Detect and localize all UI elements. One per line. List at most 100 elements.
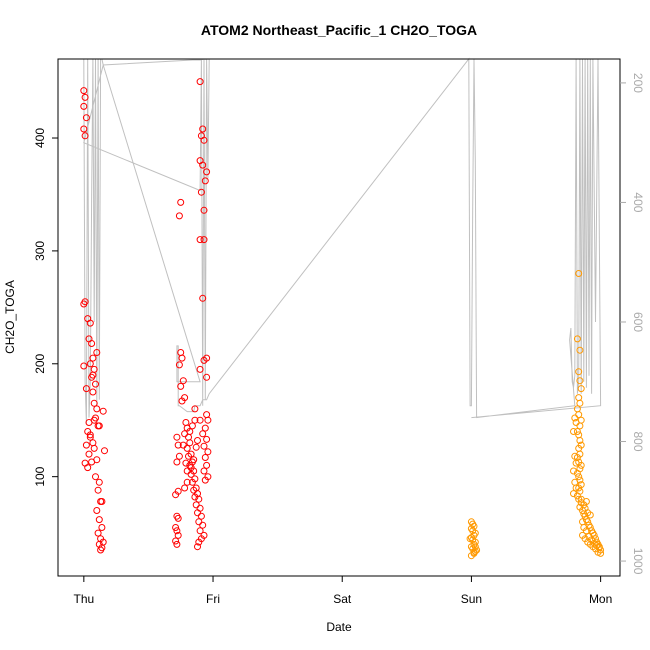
data-point	[175, 452, 183, 460]
data-point	[174, 441, 182, 449]
data-point	[576, 422, 584, 430]
data-point	[82, 441, 90, 449]
data-point	[80, 362, 88, 370]
data-point	[187, 470, 195, 478]
data-point	[89, 371, 97, 379]
data-point	[197, 188, 205, 196]
data-point	[177, 382, 185, 390]
data-point	[200, 356, 208, 364]
data-point	[188, 422, 196, 430]
data-point	[85, 419, 93, 426]
data-point	[93, 349, 101, 356]
y2-tick-label: 1000	[631, 548, 645, 575]
data-point	[101, 447, 108, 455]
data-point	[196, 504, 204, 512]
data-point	[199, 125, 207, 133]
data-point	[173, 540, 181, 548]
data-point	[92, 473, 99, 481]
data-point	[174, 514, 182, 522]
data-point	[98, 498, 106, 505]
data-point	[203, 461, 211, 469]
data-point	[195, 495, 203, 503]
data-point	[196, 365, 204, 373]
data-point	[575, 484, 583, 492]
data-point	[204, 416, 212, 424]
data-point	[573, 428, 581, 435]
data-point	[200, 467, 208, 475]
data-point	[188, 478, 196, 486]
data-point	[182, 419, 190, 426]
data-point	[575, 411, 583, 419]
data-point	[197, 512, 205, 520]
plot-frame	[57, 58, 621, 577]
data-point	[194, 437, 201, 444]
data-point	[195, 538, 203, 546]
data-point	[95, 478, 103, 486]
data-point	[94, 529, 102, 537]
x-tick-label: Sun	[461, 592, 482, 606]
data-point	[179, 441, 187, 449]
points-layer	[80, 78, 605, 560]
data-point	[191, 416, 199, 424]
data-point	[194, 543, 201, 551]
data-point	[173, 527, 181, 535]
data-point	[576, 399, 584, 407]
data-point	[579, 518, 586, 526]
data-point	[196, 416, 204, 424]
data-point	[575, 473, 583, 481]
data-point	[199, 521, 207, 529]
data-point	[178, 397, 186, 405]
data-point	[80, 102, 88, 110]
data-point	[173, 458, 181, 466]
data-point	[175, 361, 183, 369]
data-point	[200, 136, 208, 144]
data-point	[575, 394, 583, 402]
data-point	[203, 168, 211, 176]
data-point	[201, 177, 209, 185]
data-point	[86, 431, 94, 439]
data-point	[595, 544, 603, 552]
pressure-line	[83, 57, 602, 424]
y2-tick-label: 800	[631, 432, 645, 452]
y-tick-label: 300	[33, 241, 47, 261]
data-point	[84, 464, 92, 472]
y-axis-label: CH2O_TOGA	[3, 280, 17, 354]
data-point	[85, 450, 93, 458]
data-point	[584, 518, 592, 526]
data-point	[186, 439, 194, 447]
data-point	[466, 535, 474, 543]
data-point	[571, 414, 579, 422]
data-point	[93, 405, 101, 413]
data-point	[95, 422, 103, 430]
data-point	[594, 548, 602, 556]
data-point	[192, 443, 200, 451]
data-point	[582, 498, 590, 505]
data-point	[196, 527, 204, 535]
data-point	[572, 484, 580, 492]
x-tick-label: Sat	[333, 592, 352, 606]
data-point	[573, 405, 581, 413]
data-point	[183, 467, 191, 475]
data-point	[573, 335, 581, 343]
data-point	[172, 537, 180, 545]
data-point	[201, 424, 209, 432]
data-point	[194, 509, 201, 517]
data-point	[92, 380, 99, 388]
data-point	[98, 524, 106, 531]
data-point	[586, 511, 594, 519]
data-point	[187, 464, 195, 472]
data-point	[575, 270, 583, 277]
data-point	[86, 319, 94, 327]
data-point	[175, 212, 183, 220]
data-point	[185, 452, 192, 460]
data-point	[88, 458, 96, 466]
data-point	[183, 478, 191, 486]
data-point	[89, 439, 97, 447]
data-point	[191, 405, 199, 413]
data-point	[576, 346, 584, 354]
x-tick-label: Thu	[73, 592, 94, 606]
data-point	[471, 543, 479, 551]
data-point	[89, 354, 97, 362]
data-point	[573, 469, 581, 477]
